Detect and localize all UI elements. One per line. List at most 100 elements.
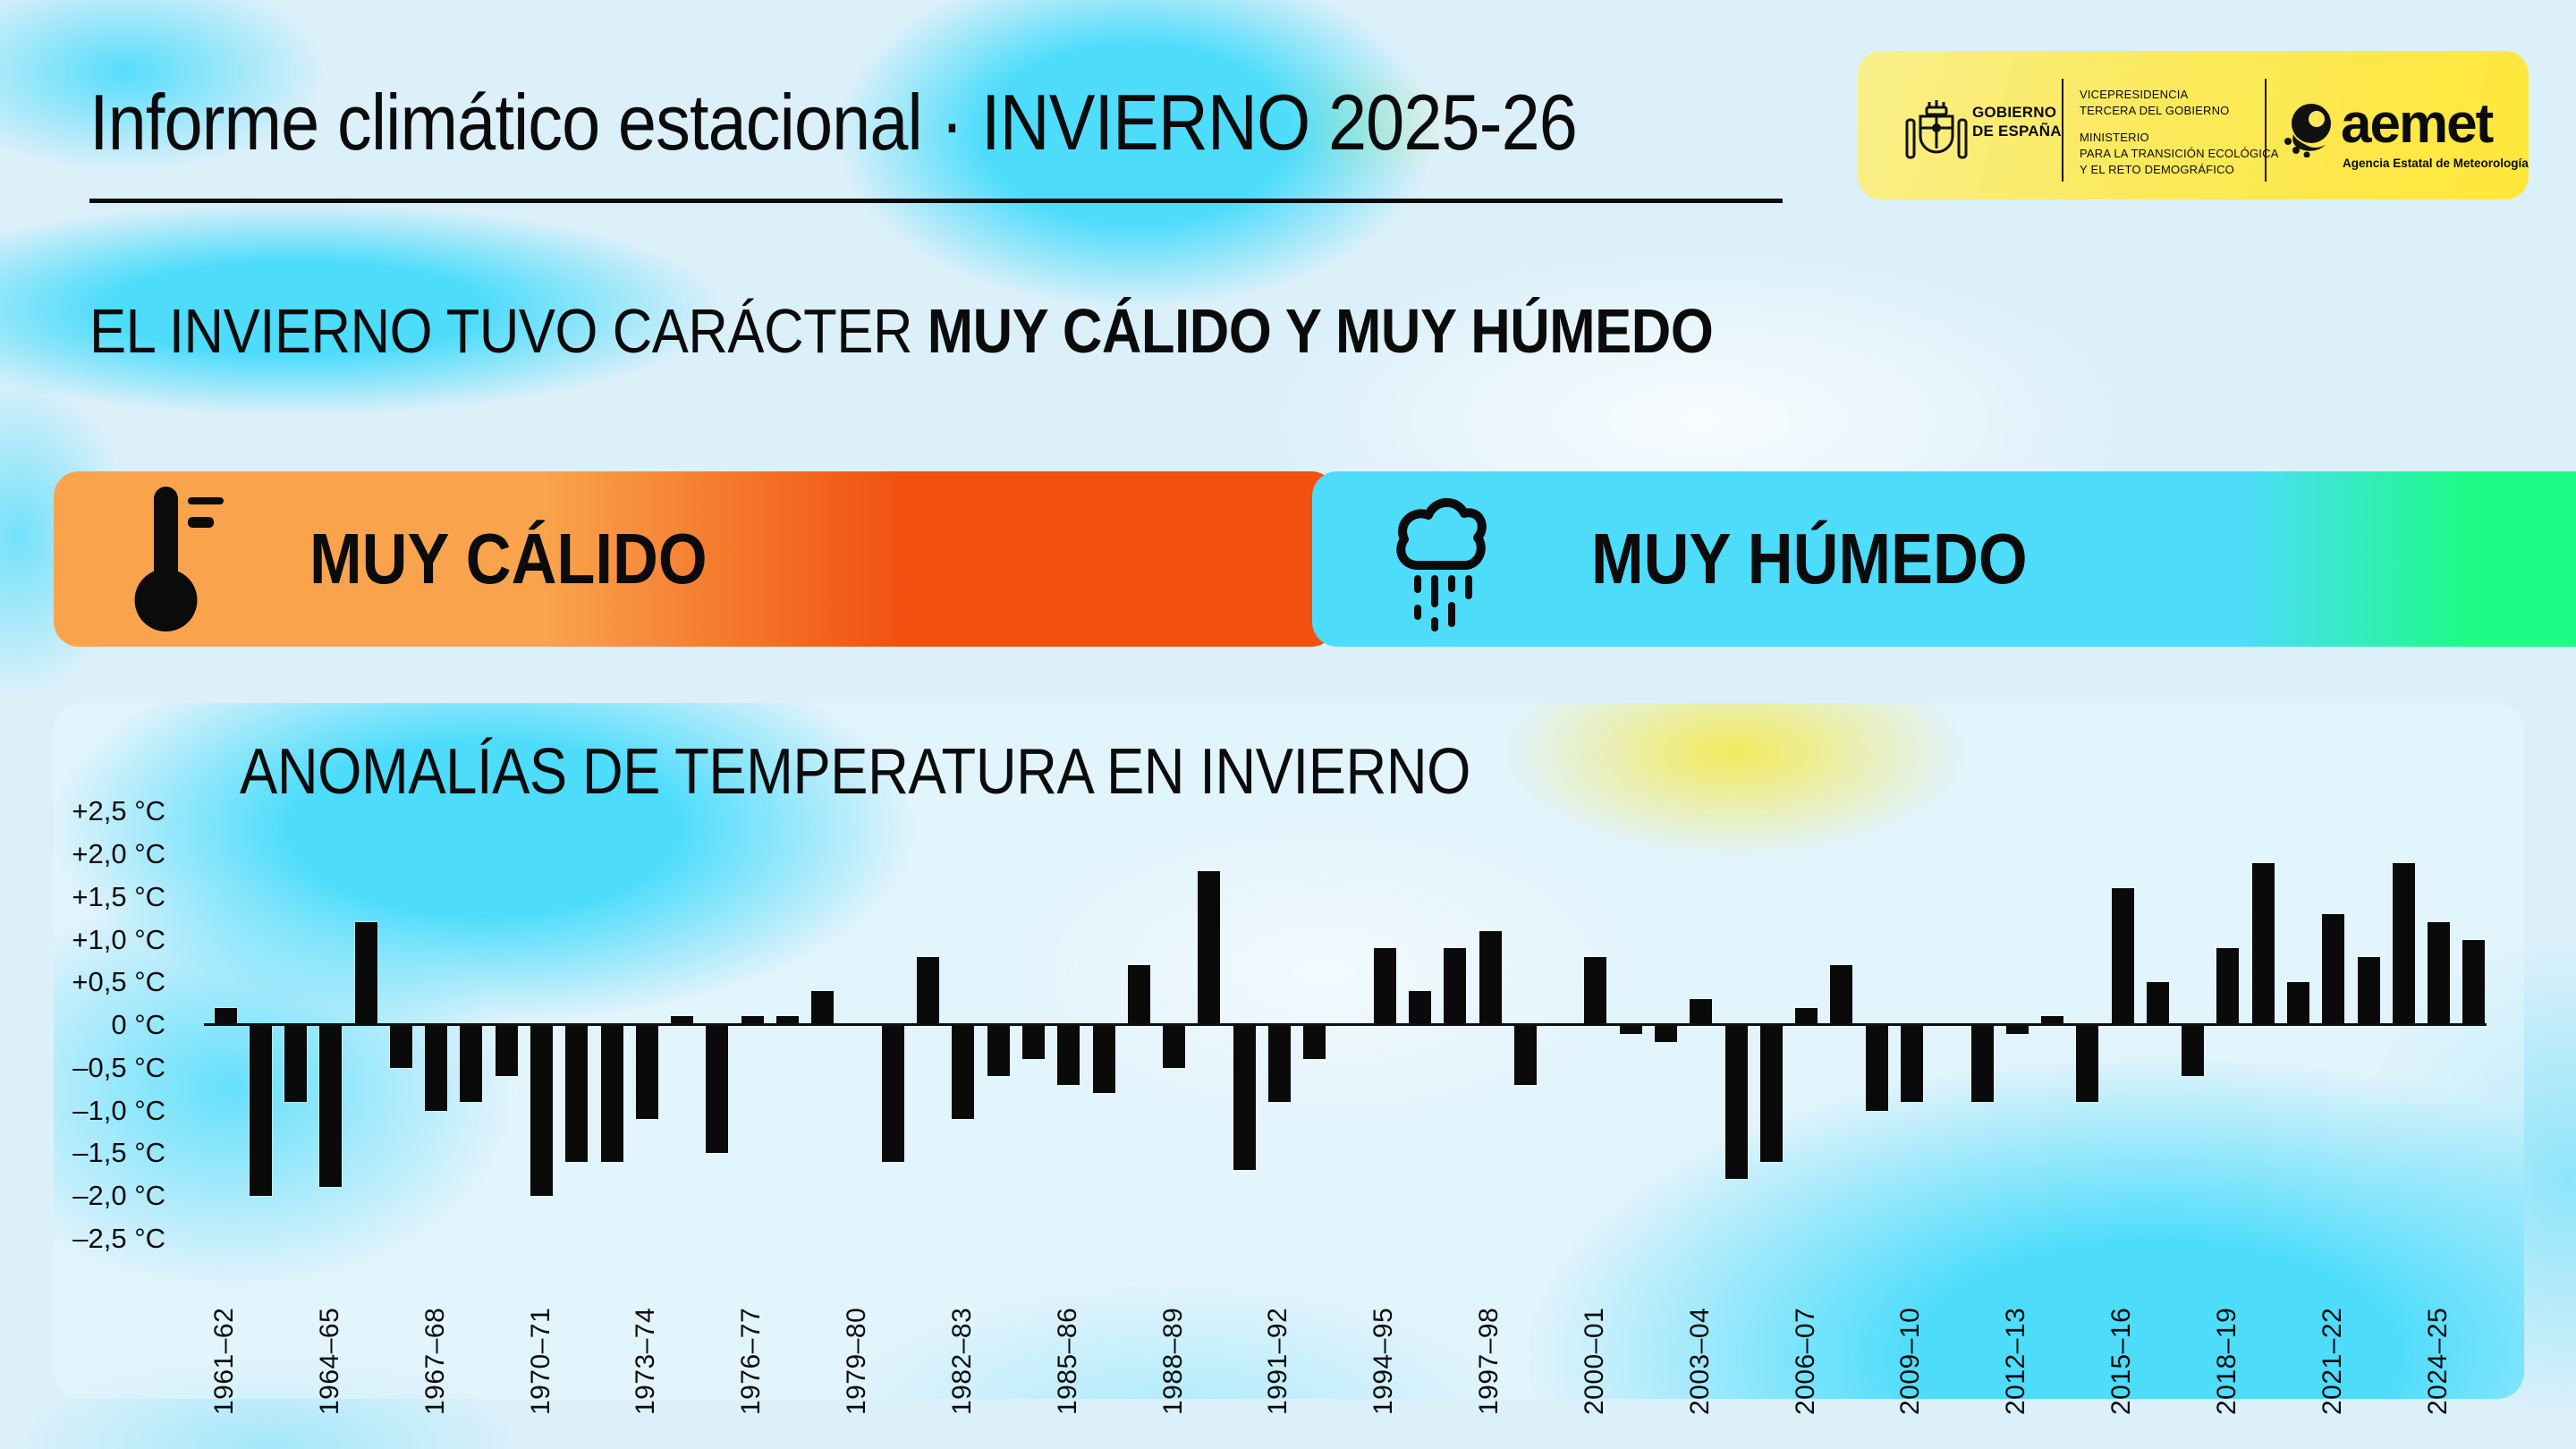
anomaly-bar-1974–75	[671, 1016, 694, 1025]
ministry-label: VICEPRESIDENCIA TERCERA DEL GOBIERNO MIN…	[2080, 88, 2279, 176]
anomaly-bar-2003–04	[1690, 999, 1713, 1025]
anomaly-bar-2017–18	[2182, 1025, 2205, 1077]
page-title: Informe climático estacional · INVIERNO …	[89, 78, 1578, 166]
anomaly-bar-1998–99	[1513, 1025, 1537, 1085]
x-axis-tick-label: 2024–25	[2422, 1307, 2453, 1415]
x-axis-tick-label: 1970–71	[525, 1307, 555, 1415]
anomaly-bar-2009–10	[1900, 1025, 1923, 1102]
anomaly-bar-1996–97	[1444, 948, 1467, 1025]
anomaly-bar-1997–98	[1479, 930, 1502, 1025]
anomaly-bar-1994–95	[1373, 948, 1396, 1025]
anomaly-bar-1981–82	[917, 956, 940, 1025]
x-axis-tick-label: 1979–80	[842, 1307, 872, 1415]
anomaly-bar-2001–02	[1619, 1025, 1642, 1034]
x-axis-tick-label: 2021–22	[2317, 1307, 2347, 1415]
anomaly-bar-2020–21	[2287, 982, 2310, 1025]
aemet-swirl-icon	[2284, 104, 2331, 157]
anomaly-bar-2014–15	[2076, 1025, 2099, 1102]
aemet-tagline: Agencia Estatal de Meteorología	[2343, 157, 2529, 170]
anomaly-bar-2018–19	[2216, 948, 2240, 1025]
gobierno-espana-label: GOBIERNO DE ESPAÑA	[1972, 104, 2062, 140]
y-axis-tick-label: –0,5 °C	[72, 1051, 165, 1083]
zero-axis-line	[204, 1023, 2487, 1026]
anomaly-bar-1978–79	[811, 990, 835, 1025]
summary-highlight: MUY CÁLIDO Y MUY HÚMEDO	[927, 296, 1714, 366]
badge-muy-humedo: MUY HÚMEDO	[1312, 471, 2576, 647]
x-axis-tick-label: 1985–86	[1052, 1307, 1082, 1415]
anomaly-bar-2025–26	[2462, 939, 2486, 1025]
x-axis-tick-label: 1967–68	[419, 1307, 450, 1415]
anomaly-bar-1988–89	[1163, 1025, 1186, 1068]
government-logo-bar: GOBIERNO DE ESPAÑA VICEPRESIDENCIA TERCE…	[1858, 51, 2529, 199]
anomaly-bar-1964–65	[319, 1025, 343, 1188]
anomaly-bar-1989–90	[1198, 871, 1221, 1025]
anomaly-bar-1975–76	[706, 1025, 729, 1154]
y-axis-tick-label: +0,5 °C	[72, 966, 165, 998]
anomaly-bar-1968–69	[460, 1025, 483, 1102]
anomaly-bar-1962–63	[249, 1025, 272, 1196]
x-axis-tick-label: 1991–92	[1263, 1307, 1293, 1415]
y-axis-tick-label: +2,0 °C	[72, 838, 165, 869]
anomaly-bar-2005–06	[1759, 1025, 1783, 1162]
anomaly-bar-2022–23	[2357, 956, 2380, 1025]
y-axis-tick-label: +1,5 °C	[72, 880, 165, 912]
title-divider	[89, 199, 1783, 203]
anomaly-bar-1967–68	[425, 1025, 448, 1111]
y-axis-tick-label: –1,0 °C	[72, 1094, 165, 1126]
anomaly-bar-1991–92	[1267, 1025, 1291, 1102]
anomaly-bar-1963–64	[284, 1025, 308, 1102]
anomaly-bar-2013–14	[2041, 1016, 2064, 1025]
thermometer-icon	[134, 487, 224, 631]
rain-cloud-icon	[1396, 497, 1487, 631]
x-axis-tick-label: 1976–77	[736, 1307, 767, 1415]
anomaly-bar-2015–16	[2111, 888, 2134, 1025]
x-axis-tick-label: 2006–07	[1790, 1307, 1820, 1415]
report-summary-line: EL INVIERNO TUVO CARÁCTER MUY CÁLIDO Y M…	[89, 296, 1714, 366]
y-axis-tick-label: +2,5 °C	[72, 795, 165, 827]
x-axis-tick-label: 2018–19	[2211, 1307, 2241, 1415]
y-axis-tick-label: –2,0 °C	[72, 1180, 165, 1211]
badge-muy-calido: MUY CÁLIDO	[54, 471, 1336, 647]
anomaly-bar-2011–12	[1970, 1025, 1994, 1102]
x-axis-tick-label: 2003–04	[1684, 1307, 1715, 1415]
badge-muy-calido-label: MUY CÁLIDO	[309, 519, 708, 598]
anomaly-bar-1985–86	[1057, 1025, 1080, 1085]
anomaly-bar-1966–67	[389, 1025, 412, 1068]
x-axis-tick-label: 1994–95	[1368, 1307, 1399, 1415]
anomaly-bar-1987–88	[1127, 965, 1150, 1025]
anomaly-bar-1965–66	[354, 922, 377, 1025]
anomaly-bar-1992–93	[1303, 1025, 1326, 1060]
x-axis-tick-label: 1997–98	[1474, 1307, 1504, 1415]
anomaly-bar-1984–85	[1021, 1025, 1045, 1060]
anomaly-bar-2006–07	[1795, 1007, 1818, 1025]
logo-divider-1	[2062, 79, 2063, 182]
y-axis-tick-label: 0 °C	[111, 1009, 165, 1040]
anomaly-bar-2023–24	[2392, 862, 2415, 1025]
anomaly-bar-1990–91	[1233, 1025, 1256, 1171]
anomaly-bar-1983–84	[987, 1025, 1010, 1077]
anomaly-bar-2019–20	[2251, 862, 2275, 1025]
anomaly-bar-2008–09	[1865, 1025, 1888, 1111]
anomaly-bar-1977–78	[775, 1016, 799, 1025]
anomaly-bar-1980–81	[881, 1025, 904, 1162]
anomaly-bar-1969–70	[495, 1025, 518, 1077]
anomaly-bar-1972–73	[600, 1025, 623, 1162]
anomaly-bar-2000–01	[1584, 956, 1607, 1025]
anomaly-bar-2016–17	[2146, 982, 2169, 1025]
x-axis-tick-label: 2012–13	[2001, 1307, 2031, 1415]
anomaly-bar-2007–08	[1830, 965, 1853, 1025]
x-axis-tick-label: 2000–01	[1579, 1307, 1609, 1415]
x-axis-tick-label: 2015–16	[2106, 1307, 2137, 1415]
anomaly-bar-1971–72	[565, 1025, 589, 1162]
badge-muy-humedo-label: MUY HÚMEDO	[1591, 519, 2028, 598]
anomaly-bar-1986–87	[1092, 1025, 1115, 1094]
x-axis-tick-label: 1964–65	[314, 1307, 344, 1415]
chart-title: ANOMALÍAS DE TEMPERATURA EN INVIERNO	[240, 736, 1471, 808]
spain-coat-of-arms-icon	[1905, 100, 1968, 159]
x-axis-tick-label: 1973–74	[631, 1307, 661, 1415]
aemet-logo-label: aemet	[2341, 93, 2494, 155]
x-axis-tick-label: 1988–89	[1157, 1307, 1188, 1415]
anomaly-bar-1970–71	[530, 1025, 554, 1196]
anomaly-bar-1976–77	[741, 1016, 764, 1025]
y-axis-tick-label: –2,5 °C	[72, 1222, 165, 1254]
